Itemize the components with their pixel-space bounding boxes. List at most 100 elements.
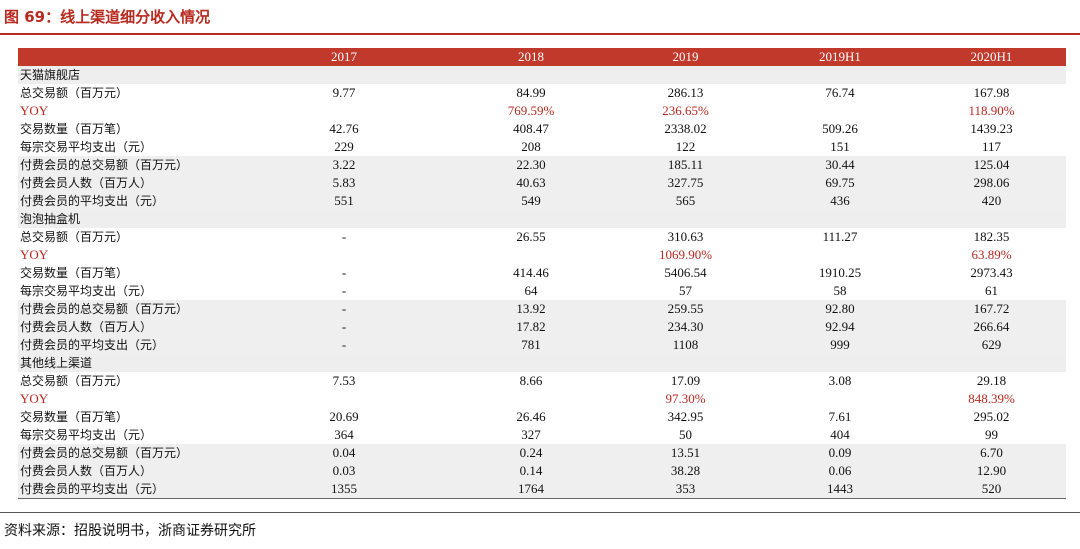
table-row: 交易数量（百万笔） 42.76 408.47 2338.02 509.26 1439.23 bbox=[18, 120, 1066, 138]
table-cell: 629 bbox=[917, 336, 1066, 354]
table-row: 总交易额（百万元） 7.53 8.66 17.09 3.08 29.18 bbox=[18, 372, 1066, 390]
column-header: 2019H1 bbox=[763, 48, 917, 66]
table-cell: 0.03 bbox=[234, 462, 454, 480]
table-cell: 295.02 bbox=[973, 409, 1010, 424]
table-row: 付费会员人数（百万人） 0.03 0.14 38.28 0.06 12.90 bbox=[18, 462, 1066, 480]
table-cell: 298.06 bbox=[917, 174, 1066, 192]
table-row: YOY 769.59% 236.65% 118.90% bbox=[18, 102, 1066, 120]
table-cell: 26.55 bbox=[516, 229, 546, 244]
table-cell: 117 bbox=[981, 139, 1002, 154]
table-cell: 99 bbox=[985, 427, 998, 442]
table-cell: 13.51 bbox=[608, 444, 763, 462]
table-cell: 40.63 bbox=[454, 174, 608, 192]
table-row: 交易数量（百万笔） - 414.46 5406.54 1910.25 2973.43 bbox=[18, 264, 1066, 282]
table-row: 付费会员的平均支出（元） -781 1108 999 629 bbox=[18, 336, 1066, 354]
table-cell bbox=[763, 390, 917, 408]
table-cell: 63.89% bbox=[971, 247, 1012, 262]
table-cell bbox=[917, 66, 1066, 84]
table-cell: 17.09 bbox=[670, 373, 701, 388]
table-section-row: 天猫旗舰店 bbox=[18, 66, 1066, 84]
table-cell: 0.24 bbox=[454, 444, 608, 462]
table-cell: 61 bbox=[985, 283, 998, 298]
table-cell: 64 bbox=[524, 283, 538, 298]
column-header: 2017 bbox=[234, 48, 454, 66]
row-label: 付费会员人数（百万人） bbox=[18, 174, 234, 192]
table-cell: 1069.90% bbox=[658, 247, 713, 262]
row-label: 每宗交易平均支出（元） bbox=[20, 284, 153, 298]
table-row: 交易数量（百万笔） 20.69 26.46 342.95 7.61 295.02 bbox=[18, 408, 1066, 426]
table-cell: 50 bbox=[679, 427, 692, 442]
table-cell: 6.70 bbox=[917, 444, 1066, 462]
table-cell: 125.04 bbox=[917, 156, 1066, 174]
table-cell: 999 bbox=[763, 336, 917, 354]
table-cell bbox=[454, 246, 608, 264]
table-cell: 26.46 bbox=[516, 409, 546, 424]
table-cell bbox=[763, 246, 917, 264]
table-row: 付费会员的总交易额（百万元） 3.22 22.30 185.11 30.44 125.04 bbox=[18, 156, 1066, 174]
section-label: 泡泡抽盒机 bbox=[18, 210, 234, 228]
column-header: 2019 bbox=[608, 48, 763, 66]
table-cell: 0.09 bbox=[763, 444, 917, 462]
table-cell: 0.14 bbox=[454, 462, 608, 480]
table-section-row: 其他线上渠道 bbox=[18, 354, 1066, 372]
row-label: 总交易额（百万元） bbox=[20, 374, 129, 388]
table-cell: 30.44 bbox=[763, 156, 917, 174]
table-cell: 76.74 bbox=[825, 85, 855, 100]
table-cell: 420 bbox=[917, 192, 1066, 210]
table-cell: 1108 bbox=[608, 336, 763, 354]
table-section-row: 泡泡抽盒机 bbox=[18, 210, 1066, 228]
table-cell bbox=[608, 210, 763, 228]
table-cell: 266.64 bbox=[917, 318, 1066, 336]
section-label: 其他线上渠道 bbox=[18, 354, 234, 372]
table-cell: 13.92 bbox=[454, 300, 608, 318]
table-cell: 234.30 bbox=[608, 318, 763, 336]
table-row: 每宗交易平均支出（元） 229 208 122 151 117 bbox=[18, 138, 1066, 156]
table-cell: - bbox=[234, 318, 454, 336]
section-label: 天猫旗舰店 bbox=[18, 66, 234, 84]
table-cell: 92.80 bbox=[763, 300, 917, 318]
table-cell: 509.26 bbox=[822, 121, 858, 136]
table-cell: 565 bbox=[608, 192, 763, 210]
table-cell bbox=[454, 210, 608, 228]
channel-revenue-table: 2017 2018 2019 2019H1 2020H1 天猫旗舰店 总交易额（百… bbox=[18, 48, 1066, 499]
table-cell bbox=[608, 354, 763, 372]
table-cell: 5406.54 bbox=[664, 265, 707, 280]
row-label: 付费会员人数（百万人） bbox=[18, 318, 234, 336]
row-label: 总交易额（百万元） bbox=[20, 86, 129, 100]
table-cell: 342.95 bbox=[667, 409, 704, 424]
table-row: 每宗交易平均支出（元） 364 327 50 404 99 bbox=[18, 426, 1066, 444]
table-cell: 38.28 bbox=[608, 462, 763, 480]
table-row: 付费会员人数（百万人） 5.83 40.63 327.75 69.75 298.06 bbox=[18, 174, 1066, 192]
table-cell bbox=[763, 102, 917, 120]
table-cell bbox=[234, 210, 454, 228]
column-header: 2020H1 bbox=[917, 48, 1066, 66]
table-cell: 551 bbox=[234, 192, 454, 210]
table-cell: 327 bbox=[521, 427, 541, 442]
table-row: 付费会员的总交易额（百万元） 0.04 0.24 13.51 0.09 6.70 bbox=[18, 444, 1066, 462]
table-cell: 520 bbox=[917, 480, 1066, 499]
table-cell bbox=[454, 390, 608, 408]
table-row: YOY 1069.90% 63.89% bbox=[18, 246, 1066, 264]
table-cell: 364 bbox=[334, 427, 354, 442]
table-cell: 69.75 bbox=[763, 174, 917, 192]
table-cell: 1910.25 bbox=[818, 265, 862, 280]
table-cell: 1443 bbox=[763, 480, 917, 499]
table-row: 总交易额（百万元） - 26.55 310.63 111.27 182.35 bbox=[18, 228, 1066, 246]
table-row: 付费会员人数（百万人） -17.82 234.30 92.94 266.64 bbox=[18, 318, 1066, 336]
table-cell: 0.06 bbox=[763, 462, 917, 480]
table-cell: 1355 bbox=[234, 480, 454, 499]
table-cell: 151 bbox=[830, 139, 850, 154]
table-cell: 781 bbox=[454, 336, 608, 354]
table-cell: 408.47 bbox=[513, 121, 549, 136]
table-cell: 118.90% bbox=[968, 103, 1015, 118]
table-cell: 236.65% bbox=[662, 103, 709, 118]
table-cell: 2973.43 bbox=[970, 265, 1013, 280]
table-cell bbox=[763, 66, 917, 84]
row-label: 交易数量（百万笔） bbox=[20, 410, 129, 424]
table-cell: - bbox=[234, 300, 454, 318]
table-row: 总交易额（百万元） 9.77 84.99 286.13 76.74 167.98 bbox=[18, 84, 1066, 102]
row-label: 付费会员的平均支出（元） bbox=[18, 192, 234, 210]
table-cell: 12.90 bbox=[917, 462, 1066, 480]
table-cell bbox=[234, 246, 454, 264]
table-cell bbox=[608, 66, 763, 84]
